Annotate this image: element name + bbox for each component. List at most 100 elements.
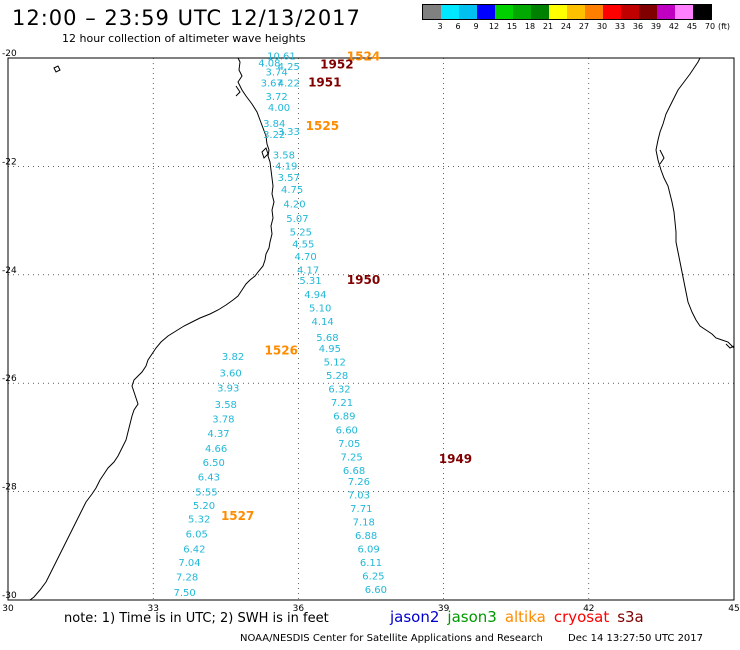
swh-value: 6.25	[362, 572, 384, 583]
swh-value: 4.14	[311, 317, 333, 328]
colorbar-swatch	[423, 5, 441, 19]
swh-value: 5.32	[188, 515, 210, 526]
swh-value: 4.20	[283, 199, 305, 210]
swh-value: 5.31	[299, 276, 321, 287]
map-frame	[7, 57, 735, 601]
swh-value: 4.17	[297, 265, 319, 276]
island-2	[261, 147, 269, 159]
swh-value: 6.43	[198, 472, 220, 483]
swh-value: 7.03	[348, 490, 370, 501]
colorbar-label: 30	[596, 22, 608, 31]
colorbar-label: 45	[686, 22, 698, 31]
colorbar-swatch	[585, 5, 603, 19]
colorbar-label: 12	[488, 22, 500, 31]
swh-value: 3.84	[263, 119, 285, 130]
swh-value: 3.57	[278, 173, 300, 184]
colorbar-label: 70	[704, 22, 716, 31]
swh-value: 6.05	[186, 529, 208, 540]
colorbar-swatch	[459, 5, 477, 19]
pass-number: 1525	[306, 119, 339, 133]
colorbar-swatch	[549, 5, 567, 19]
colorbar-label: 15	[506, 22, 518, 31]
colorbar-swatch	[477, 5, 495, 19]
lon-tick-label: 30	[2, 604, 14, 614]
swh-value: 7.21	[331, 398, 353, 409]
swh-value: 6.11	[360, 558, 382, 569]
swh-values: 10.614.084.253.743.674.22 3.724.00 3.843.3…	[174, 51, 387, 599]
page-subtitle: 12 hour collection of altimeter wave hei…	[62, 32, 306, 45]
legend-entry-jason2: jason2	[390, 608, 440, 626]
lon-tick-label: 45	[728, 604, 739, 614]
lon-tick-label: 39	[438, 604, 450, 614]
colorbar-label: 33	[614, 22, 626, 31]
colorbar-label: 9	[473, 22, 479, 31]
colorbar-swatch	[603, 5, 621, 19]
swh-value: 3.60	[220, 368, 242, 379]
swh-value: 5.20	[193, 501, 215, 512]
swh-value: 4.66	[205, 444, 227, 455]
colorbar	[422, 4, 712, 20]
lat-tick-label: -24	[2, 266, 17, 276]
legend-entry-altika: altika	[504, 608, 546, 626]
swh-value: 5.12	[324, 358, 346, 369]
colorbar-label: 18	[524, 22, 536, 31]
swh-value: 5.25	[290, 227, 312, 238]
lat-tick-label: -20	[2, 49, 17, 59]
colorbar-swatch	[513, 5, 531, 19]
swh-value: 3.67	[261, 78, 283, 89]
pass-number: 1527	[221, 509, 254, 523]
swh-value: 7.05	[338, 439, 360, 450]
lat-tick-label: -22	[2, 157, 17, 167]
colorbar-swatch	[675, 5, 693, 19]
swh-value: 3.74	[265, 68, 287, 79]
swh-value: 7.28	[176, 573, 198, 584]
swh-value: 10.61	[267, 51, 296, 62]
page-title: 12:00 – 23:59 UTC 12/13/2017	[12, 6, 361, 30]
swh-value: 7.71	[350, 504, 372, 515]
colorbar-swatch	[657, 5, 675, 19]
swh-value: 5.10	[309, 303, 331, 314]
swh-value: 4.25	[278, 62, 300, 73]
lat-tick-label: -28	[2, 483, 17, 493]
swh-value: 7.25	[341, 452, 363, 463]
island-3	[659, 149, 665, 165]
swh-value: 6.88	[355, 531, 377, 542]
pass-number: 1526	[265, 344, 298, 358]
swh-value: 6.09	[357, 545, 379, 556]
swh-value: 4.00	[268, 103, 290, 114]
satellite-legend: jason2 jason3 altika cryosat s3a	[390, 608, 652, 626]
colorbar-swatch	[693, 5, 711, 19]
madagascar-coastline-south	[725, 343, 735, 349]
swh-value: 4.75	[281, 185, 303, 196]
swh-value: 4.70	[295, 252, 317, 263]
swh-value: 7.50	[174, 588, 196, 599]
legend-entry-s3a: s3a	[617, 608, 644, 626]
swh-value: 3.72	[265, 92, 287, 103]
swh-value: 4.08	[258, 58, 280, 69]
island-4	[235, 85, 241, 97]
colorbar-label: (ft)	[717, 22, 731, 31]
lon-tick-label: 33	[147, 604, 158, 614]
swh-value: 3.82	[222, 352, 244, 363]
colorbar-labels: 3 6 9 12 15 18 21 24 27 30 33 36 39 42 45 70 (ft)	[422, 22, 740, 34]
swh-value: 7.04	[178, 558, 200, 569]
swh-value: 4.22	[278, 78, 300, 89]
footer: NOAA/NESDIS Center for Satellite Applica…	[240, 633, 703, 644]
footer-credit: NOAA/NESDIS Center for Satellite Applica…	[240, 633, 543, 644]
swh-value: 3.93	[217, 384, 239, 395]
swh-value: 6.32	[328, 385, 350, 396]
swh-value: 4.95	[319, 344, 341, 355]
lat-tick-label: -26	[2, 374, 17, 384]
lon-tick-label: 36	[293, 604, 305, 614]
colorbar-label: 3	[437, 22, 443, 31]
legend-entry-cryosat: cryosat	[553, 608, 610, 626]
swh-value: 3.22	[263, 130, 285, 141]
swh-value: 3.58	[273, 150, 295, 161]
swh-value: 6.60	[336, 425, 358, 436]
colorbar-swatch	[567, 5, 585, 19]
colorbar-swatch	[441, 5, 459, 19]
pass-number: 1524	[347, 49, 380, 63]
pass-number: 1949	[439, 452, 472, 466]
